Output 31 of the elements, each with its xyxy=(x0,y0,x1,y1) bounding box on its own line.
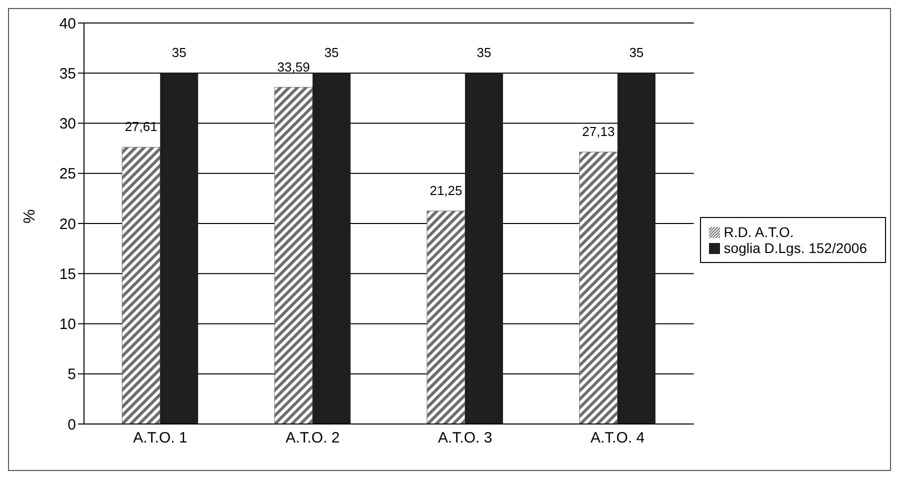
data-label: 35 xyxy=(629,45,644,60)
data-label: 35 xyxy=(172,45,186,60)
bar xyxy=(160,73,198,424)
y-axis-title: % xyxy=(22,209,39,224)
y-tick-label: 25 xyxy=(59,166,76,183)
bar xyxy=(426,210,466,424)
bar xyxy=(579,152,618,424)
y-tick-label: 40 xyxy=(59,15,76,32)
y-tick-label: 5 xyxy=(68,366,76,384)
legend-label: soglia D.Lgs. 152/2006 xyxy=(724,240,867,256)
data-label: 21,25 xyxy=(430,182,462,198)
data-label: 33,59 xyxy=(277,59,310,74)
bar xyxy=(122,146,160,424)
data-label: 27,13 xyxy=(582,124,615,140)
y-tick-label: 35 xyxy=(59,65,76,82)
y-tick-label: 30 xyxy=(59,116,76,133)
y-tick-label: 0 xyxy=(68,416,76,434)
data-label: 35 xyxy=(324,45,339,60)
y-tick-label: 10 xyxy=(59,316,76,334)
bar xyxy=(465,73,503,424)
y-tick-label: 20 xyxy=(59,216,76,233)
x-tick-label: A.T.O. 3 xyxy=(438,430,492,447)
bar xyxy=(617,73,656,424)
y-tick-label: 15 xyxy=(59,266,76,283)
x-tick-label: A.T.O. 4 xyxy=(590,430,645,447)
x-tick-label: A.T.O. 2 xyxy=(286,430,340,447)
legend-label: R.D. A.T.O. xyxy=(724,224,794,240)
x-tick-label: A.T.O. 1 xyxy=(133,430,188,447)
bar xyxy=(274,87,313,424)
bar xyxy=(312,73,351,424)
data-label: 35 xyxy=(476,45,492,60)
